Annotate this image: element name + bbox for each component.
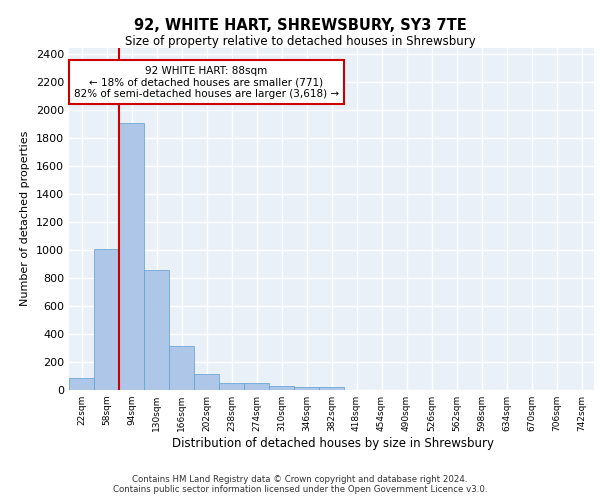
Bar — [69, 378, 94, 390]
Bar — [319, 388, 344, 390]
Text: Size of property relative to detached houses in Shrewsbury: Size of property relative to detached ho… — [125, 35, 475, 48]
Bar — [119, 124, 144, 390]
Bar — [269, 386, 294, 390]
Text: Contains HM Land Registry data © Crown copyright and database right 2024.
Contai: Contains HM Land Registry data © Crown c… — [113, 474, 487, 494]
Bar — [144, 270, 169, 390]
Bar — [194, 374, 219, 390]
Bar — [244, 384, 269, 390]
Bar — [169, 346, 194, 390]
Text: 92 WHITE HART: 88sqm
← 18% of detached houses are smaller (771)
82% of semi-deta: 92 WHITE HART: 88sqm ← 18% of detached h… — [74, 66, 339, 99]
Y-axis label: Number of detached properties: Number of detached properties — [20, 131, 31, 306]
Text: 92, WHITE HART, SHREWSBURY, SY3 7TE: 92, WHITE HART, SHREWSBURY, SY3 7TE — [134, 18, 466, 32]
Bar — [294, 388, 319, 390]
Text: Distribution of detached houses by size in Shrewsbury: Distribution of detached houses by size … — [172, 438, 494, 450]
Bar — [94, 248, 119, 390]
Bar — [219, 382, 244, 390]
